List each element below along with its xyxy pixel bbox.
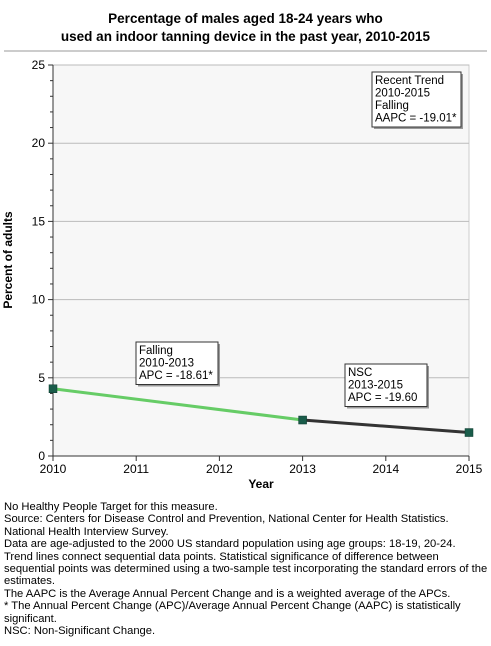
x-tick-label: 2011: [123, 462, 149, 476]
footnote: Data are age-adjusted to the 2000 US sta…: [4, 538, 456, 551]
x-axis-label: Year: [248, 477, 274, 491]
segment-label-frame: [135, 341, 219, 385]
y-tick-label: 15: [32, 214, 46, 228]
footnote: Source: Centers for Disease Control and …: [4, 513, 449, 538]
footnote: NSC: Non-Significant Change.: [4, 625, 156, 638]
chart-title: Percentage of males aged 18-24 years who…: [0, 10, 491, 46]
segment-label-text: 2010-2013: [139, 358, 194, 370]
segment-label-text: APC = -18.61*: [139, 370, 213, 382]
y-tick-label: 10: [32, 293, 46, 307]
x-tick-label: 2015: [456, 462, 483, 476]
data-point: [48, 384, 58, 393]
trend-series: [52, 387, 470, 435]
trend-label-frame: [371, 71, 462, 128]
y-tick-label: 0: [38, 449, 45, 463]
segment-label-text: NSC: [348, 367, 372, 379]
data-markers: [48, 384, 474, 437]
trend-label-text: AAPC = -19.01*: [375, 113, 457, 125]
trend-label-text: Recent Trend: [375, 75, 444, 87]
y-tick-label: 20: [32, 136, 46, 150]
x-tick-label: 2012: [206, 462, 233, 476]
footnote: The AAPC is the Average Annual Percent C…: [4, 587, 451, 600]
footnotes: No Healthy People Target for this measur…: [4, 501, 490, 637]
trend-segment: [52, 387, 303, 422]
y-axis-ticks: 0 5 10 15 20 25: [32, 58, 53, 463]
data-point: [298, 415, 307, 425]
trend-label-text: 2010-2015: [375, 88, 430, 100]
chart-title-line: used an indoor tanning device in the pas…: [60, 29, 431, 44]
segment-label-text: Falling: [139, 345, 173, 357]
chart-title-line: Percentage of males aged 18-24 years who: [108, 11, 383, 26]
y-tick-label: 25: [32, 58, 46, 72]
x-tick-label: 2014: [372, 462, 399, 476]
footnote: Trend lines connect sequential data poin…: [4, 550, 488, 588]
segment-label-text: 2013-2015: [348, 380, 403, 392]
x-tick-label: 2010: [40, 462, 67, 476]
footnote: No Healthy People Target for this measur…: [4, 501, 218, 513]
footnote: * The Annual Percent Change (APC)/Averag…: [4, 600, 461, 625]
segment-label-frame: [344, 363, 428, 407]
data-point: [464, 428, 474, 437]
x-axis-ticks: 2010 2011 2012 2013 2014 2015: [40, 456, 483, 476]
y-axis-label: Percent of adults: [1, 211, 15, 309]
trend-segment: [302, 418, 470, 435]
y-tick-label: 5: [38, 371, 45, 385]
x-tick-label: 2013: [289, 462, 316, 476]
segment-label-text: APC = -19.60: [348, 392, 417, 404]
chart: 0 5 10 15 20 25 2010 2011 2012 2013 2014 2015 Fall…: [1, 50, 487, 491]
trend-label-text: Falling: [375, 100, 409, 112]
